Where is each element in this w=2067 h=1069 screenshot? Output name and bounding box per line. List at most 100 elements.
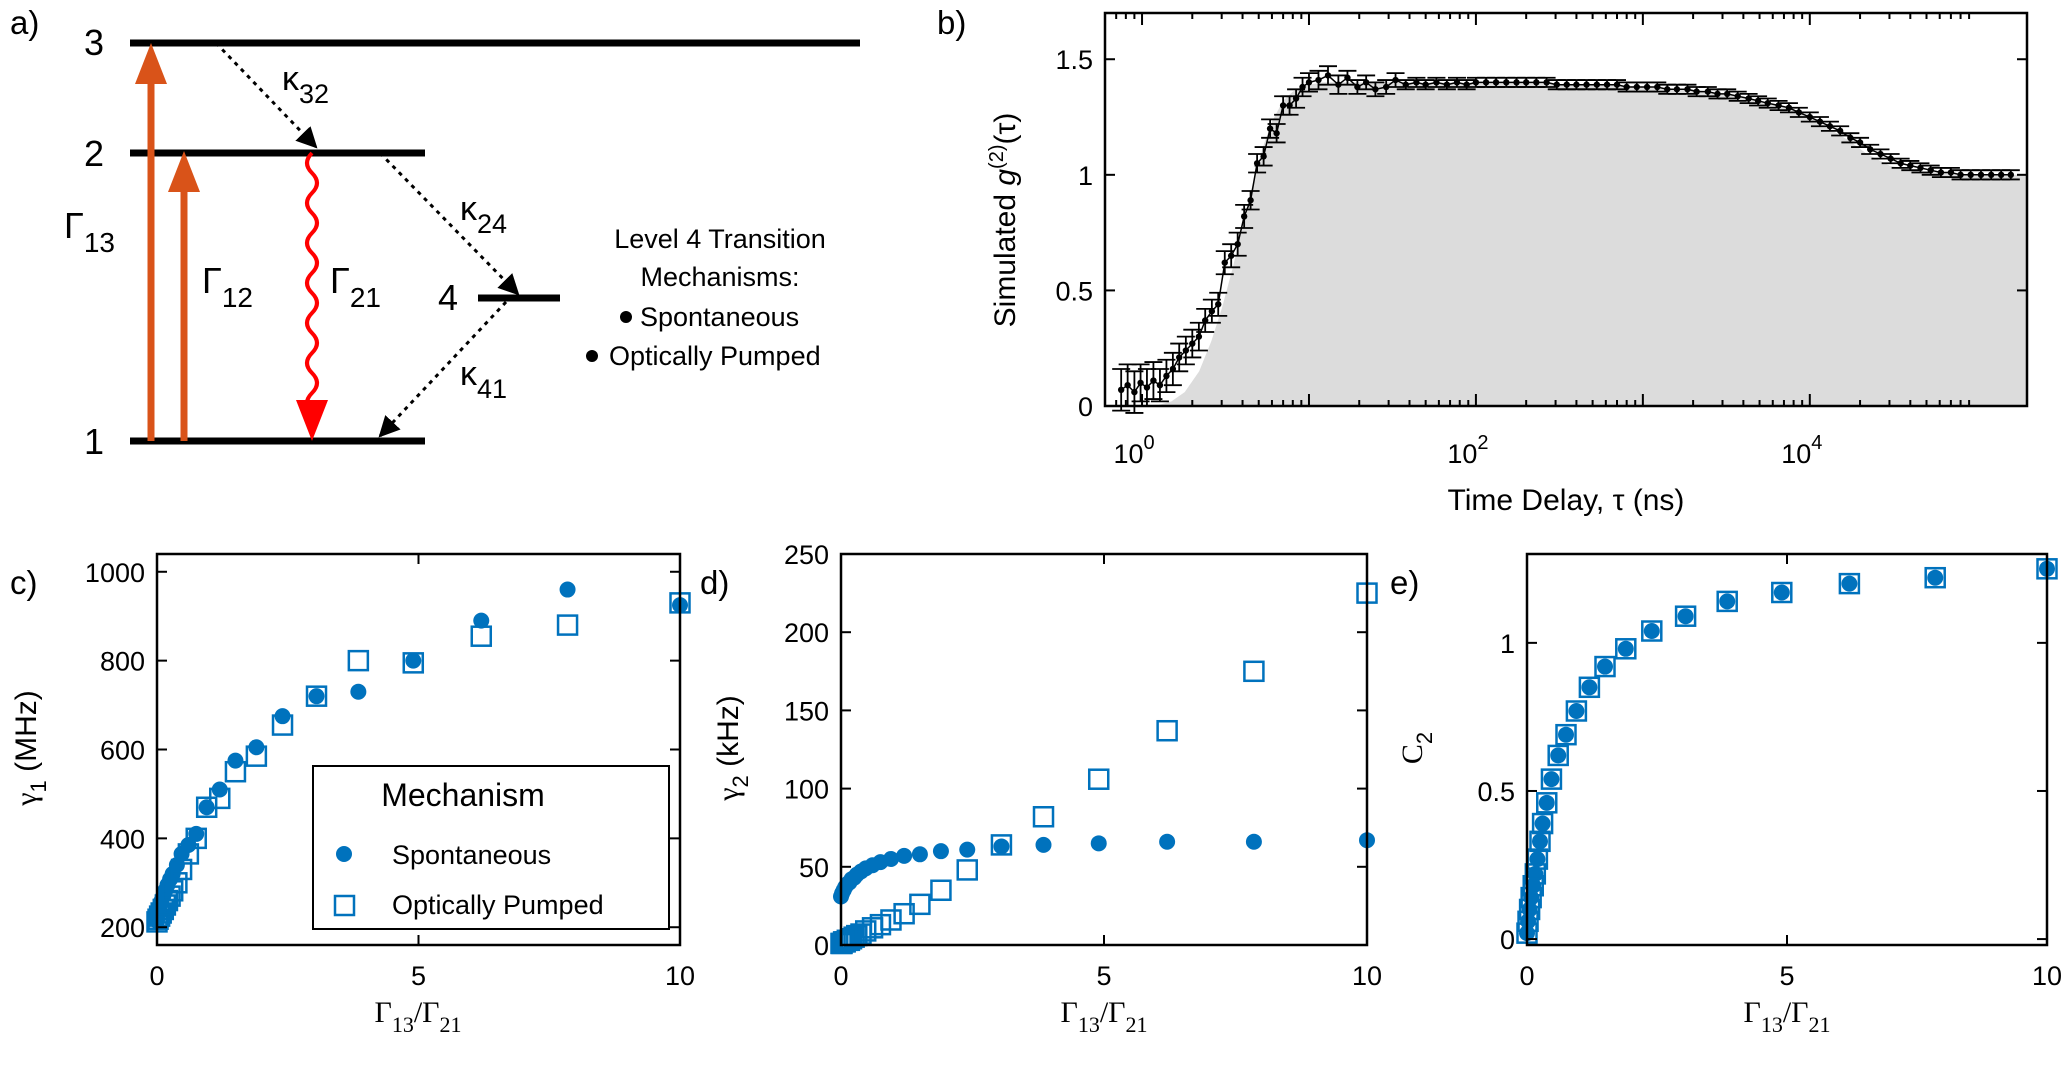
- g2-data-point: [1810, 116, 1829, 128]
- chart-c-ylabel: γ1 (MHz): [10, 690, 51, 807]
- rate-label-kappa41: κ41: [460, 355, 507, 404]
- point-spontaneous: [993, 838, 1010, 855]
- point-optically-pumped: [854, 920, 877, 942]
- g2-data-point: [1299, 72, 1318, 93]
- g2-data-point: [1386, 72, 1405, 88]
- point-spontaneous: [1841, 575, 1858, 592]
- g2-data-point: [1871, 148, 1890, 160]
- chart-b-ytick-label: 1: [1078, 161, 1093, 191]
- chart-c-xlabel: Γ13/Γ21: [374, 996, 461, 1037]
- g2-data-point: [1800, 111, 1819, 123]
- point-optically-pumped: [1518, 898, 1541, 921]
- point-optically-pumped: [177, 843, 200, 865]
- point-spontaneous: [473, 612, 490, 629]
- decay-arrowhead-21: [296, 400, 328, 441]
- g2-data-point: [1769, 99, 1788, 111]
- panel-label-b: b): [937, 4, 966, 41]
- point-optically-pumped: [1243, 660, 1265, 683]
- point-optically-pumped: [909, 893, 931, 916]
- chart-e-frame: [1525, 552, 2049, 947]
- g2-data-point: [1841, 132, 1860, 144]
- point-optically-pumped: [956, 859, 978, 881]
- chart-e-ylabel: C2: [1396, 732, 1437, 764]
- point-optically-pumped: [1522, 875, 1544, 897]
- ytick-label: 800: [100, 647, 145, 677]
- chart-b-xlabel: Time Delay, τ (ns): [1448, 484, 1685, 517]
- chart-e-data-series: [1516, 558, 2058, 944]
- point-optically-pumped: [1674, 605, 1697, 627]
- point-optically-pumped: [1615, 638, 1637, 660]
- point-spontaneous: [308, 688, 325, 705]
- xtick-label: 0: [149, 961, 164, 991]
- legend-label-optically-pumped: Optically Pumped: [392, 890, 604, 920]
- xtick-label: 10: [1352, 961, 1382, 991]
- mechanism-note-bullet-2: [586, 350, 598, 362]
- point-spontaneous: [1550, 747, 1567, 764]
- g2-data-point: [1457, 79, 1476, 91]
- g2-data-point: [1921, 164, 1940, 176]
- g2-data-point: [1407, 76, 1426, 88]
- point-optically-pumped: [1641, 620, 1663, 642]
- g2-data-point: [1487, 76, 1506, 88]
- point-spontaneous: [1525, 877, 1542, 894]
- level-2-label: 2: [84, 133, 104, 174]
- point-optically-pumped: [1536, 792, 1558, 814]
- g2-data-point: [2001, 169, 2020, 181]
- g2-data-point: [1318, 65, 1337, 86]
- chart-d-data-series: [830, 582, 1378, 955]
- mechanism-legend: Mechanism Spontaneous Optically Pumped: [312, 765, 670, 930]
- chart-c-data-series: [146, 581, 691, 933]
- chart-e: 0 5 10 0 0.5 1 Γ13/Γ21 C2: [1396, 552, 2062, 1037]
- xtick-label: 10: [665, 961, 695, 991]
- point-optically-pumped: [224, 760, 247, 783]
- ytick-label: 200: [784, 618, 829, 648]
- mechanism-note-title-2: Mechanisms:: [640, 262, 799, 292]
- point-optically-pumped: [305, 685, 328, 707]
- g2-data-point: [1248, 153, 1267, 174]
- point-spontaneous: [1534, 815, 1551, 832]
- point-optically-pumped: [166, 872, 188, 894]
- point-optically-pumped: [245, 745, 268, 767]
- xtick-label: 5: [1779, 961, 1794, 991]
- chart-c-ticks: 0 5 10 200 400 600 800 1000: [85, 554, 695, 991]
- g2-data-point: [1348, 79, 1367, 95]
- chart-d-frame: [839, 552, 1369, 947]
- point-spontaneous: [1035, 836, 1052, 853]
- point-optically-pumped: [1578, 676, 1601, 699]
- g2-data-point: [1427, 76, 1446, 88]
- point-optically-pumped: [159, 885, 181, 907]
- xtick-label: 0: [1519, 961, 1534, 991]
- point-optically-pumped: [1716, 590, 1738, 613]
- point-optically-pumped: [1032, 806, 1055, 828]
- g2-data-point: [1758, 97, 1777, 109]
- mechanism-note-item-1: Spontaneous: [640, 302, 799, 332]
- point-spontaneous: [1568, 702, 1585, 719]
- series-spontaneous: [833, 832, 1375, 905]
- point-optically-pumped: [930, 879, 952, 902]
- g2-data-point: [1820, 120, 1839, 132]
- energy-level-diagram: 3 2 4 1 Γ13 Γ12 Γ21 κ32 κ24 κ41 Level 4 …: [64, 22, 860, 462]
- g2-data-point: [1189, 321, 1208, 352]
- ytick-label: 0: [1500, 925, 1515, 955]
- point-optically-pumped: [271, 714, 294, 736]
- kappa-24-arrow: [378, 151, 520, 296]
- ytick-label: 100: [784, 775, 829, 805]
- chart-b-xtick-label: 104: [1781, 432, 1822, 469]
- point-spontaneous: [1927, 569, 1944, 586]
- g2-data-point: [1779, 102, 1798, 114]
- g2-series-line: [1120, 74, 2011, 394]
- chart-b: 0 0.5 1 1.5 100 102 104 Time Delay, τ (ns) Sim…: [986, 11, 2029, 517]
- chart-b-xtick-label: 102: [1447, 432, 1488, 469]
- point-spontaneous: [1773, 584, 1790, 601]
- g2-data-point: [1728, 90, 1747, 102]
- point-spontaneous: [911, 846, 928, 863]
- pump-arrowhead-12: [168, 151, 200, 192]
- rate-label-kappa32: κ32: [282, 60, 329, 109]
- rate-label-kappa24: κ24: [460, 190, 507, 239]
- point-spontaneous: [1538, 794, 1555, 811]
- point-optically-pumped: [402, 652, 425, 674]
- point-spontaneous: [1643, 623, 1660, 640]
- level-3-label: 3: [84, 22, 104, 63]
- ytick-label: 1000: [85, 558, 145, 588]
